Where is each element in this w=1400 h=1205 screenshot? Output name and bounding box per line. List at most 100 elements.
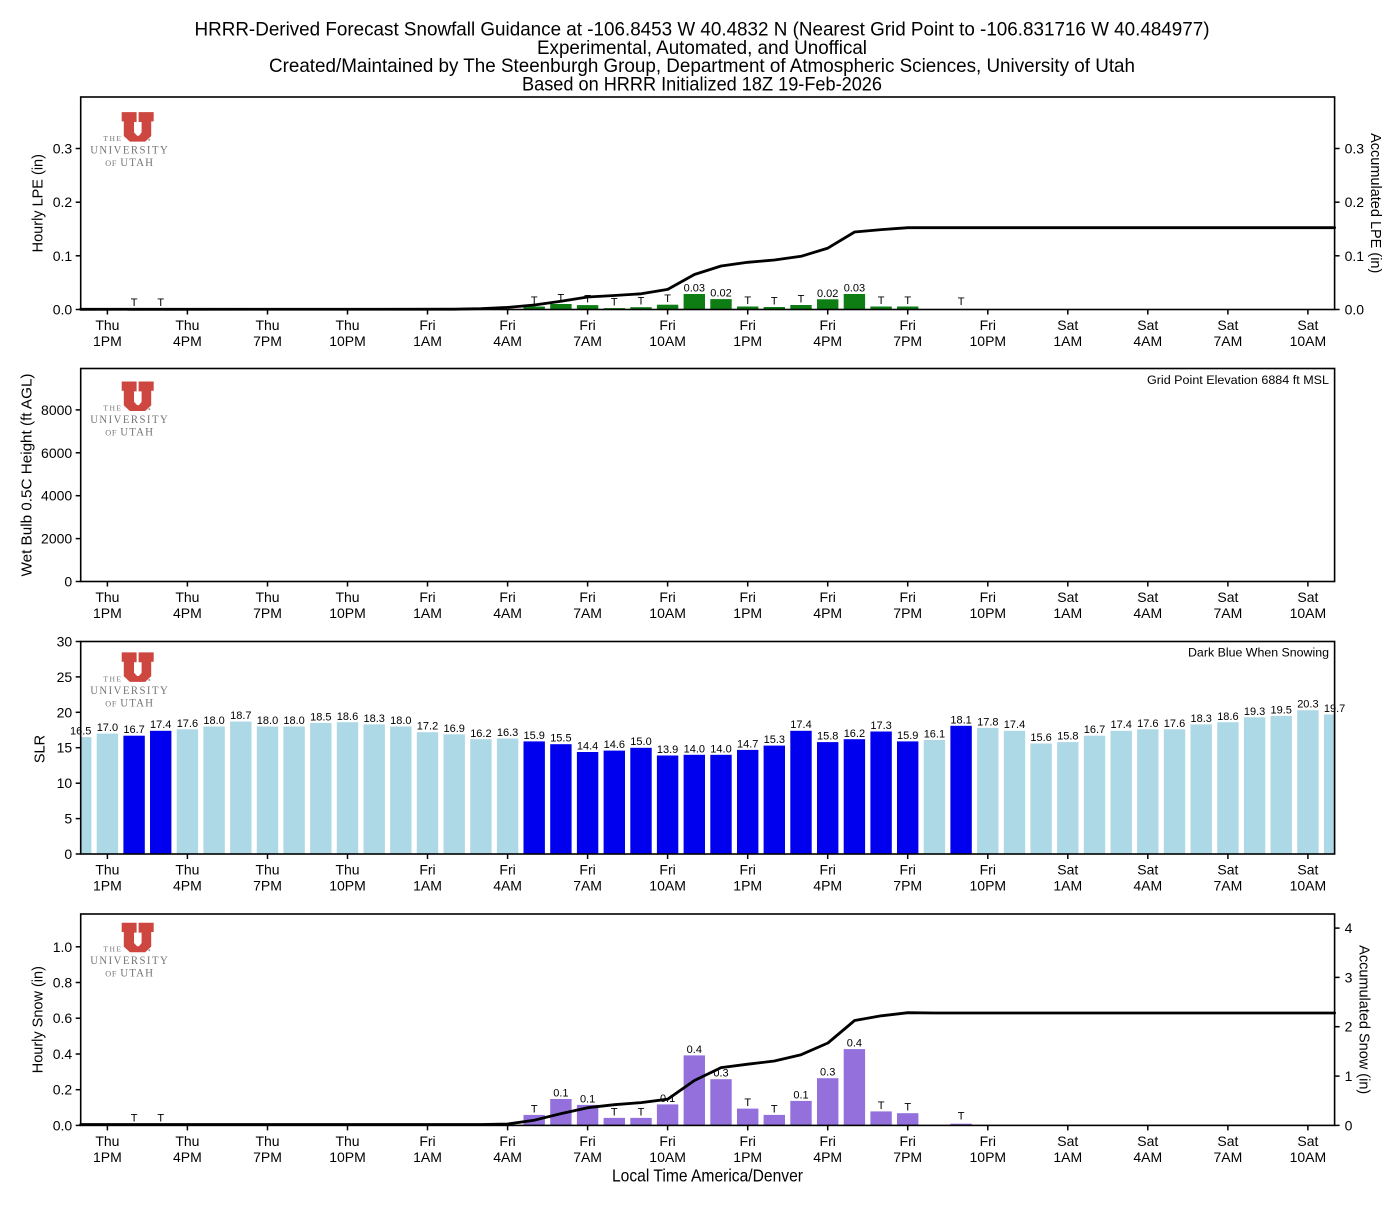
svg-text:10PM: 10PM xyxy=(329,605,366,621)
svg-text:Fri: Fri xyxy=(499,317,515,333)
svg-text:Fri: Fri xyxy=(419,589,435,605)
svg-text:Fri: Fri xyxy=(659,1133,675,1149)
svg-text:10AM: 10AM xyxy=(649,1149,686,1165)
svg-text:Thu: Thu xyxy=(175,862,199,878)
svg-text:17.6: 17.6 xyxy=(1137,718,1158,730)
svg-text:15.8: 15.8 xyxy=(1057,731,1078,743)
svg-text:4PM: 4PM xyxy=(813,333,842,349)
svg-text:3: 3 xyxy=(1345,969,1353,985)
svg-text:0.02: 0.02 xyxy=(710,288,731,300)
svg-text:Fri: Fri xyxy=(740,317,756,333)
svg-text:15.9: 15.9 xyxy=(897,730,918,742)
svg-text:1AM: 1AM xyxy=(413,605,442,621)
svg-text:Sat: Sat xyxy=(1217,317,1238,333)
svg-text:10PM: 10PM xyxy=(329,1149,366,1165)
svg-text:Fri: Fri xyxy=(980,1133,996,1149)
svg-text:Sat: Sat xyxy=(1297,589,1318,605)
svg-text:10AM: 10AM xyxy=(649,605,686,621)
svg-text:17.6: 17.6 xyxy=(177,718,198,730)
svg-text:Sat: Sat xyxy=(1057,317,1078,333)
svg-text:16.1: 16.1 xyxy=(924,729,945,741)
svg-text:T: T xyxy=(131,1113,138,1125)
svg-text:1PM: 1PM xyxy=(733,333,762,349)
svg-text:0.3: 0.3 xyxy=(820,1067,835,1079)
svg-text:Dark Blue When Snowing: Dark Blue When Snowing xyxy=(1188,646,1329,660)
svg-text:0.0: 0.0 xyxy=(53,1117,73,1133)
svg-text:T: T xyxy=(904,1102,911,1114)
svg-text:0.3: 0.3 xyxy=(1345,141,1365,157)
svg-text:T: T xyxy=(157,1113,164,1125)
svg-text:15.9: 15.9 xyxy=(523,730,544,742)
svg-text:0.03: 0.03 xyxy=(844,283,865,295)
svg-text:0.2: 0.2 xyxy=(1345,194,1365,210)
svg-text:Hourly Snow (in): Hourly Snow (in) xyxy=(31,966,47,1073)
svg-text:16.7: 16.7 xyxy=(1084,724,1105,736)
svg-text:0.1: 0.1 xyxy=(580,1093,595,1105)
svg-text:SLR: SLR xyxy=(33,735,49,763)
svg-text:T: T xyxy=(558,293,565,305)
svg-text:T: T xyxy=(878,295,885,307)
svg-text:Thu: Thu xyxy=(255,317,279,333)
svg-text:20.3: 20.3 xyxy=(1297,699,1318,711)
svg-text:16.3: 16.3 xyxy=(497,727,518,739)
svg-text:Fri: Fri xyxy=(900,1133,916,1149)
svg-text:10AM: 10AM xyxy=(1290,1149,1327,1165)
svg-text:Fri: Fri xyxy=(499,589,515,605)
svg-text:18.6: 18.6 xyxy=(1217,711,1238,723)
svg-text:T: T xyxy=(904,295,911,307)
svg-text:17.4: 17.4 xyxy=(150,719,171,731)
svg-text:10AM: 10AM xyxy=(1290,878,1327,894)
svg-text:Sat: Sat xyxy=(1297,317,1318,333)
svg-text:Fri: Fri xyxy=(740,1133,756,1149)
svg-text:T: T xyxy=(744,295,751,307)
svg-text:10PM: 10PM xyxy=(329,878,366,894)
svg-text:T: T xyxy=(157,297,164,309)
svg-text:Sat: Sat xyxy=(1057,862,1078,878)
svg-text:Thu: Thu xyxy=(175,589,199,605)
svg-text:16.2: 16.2 xyxy=(844,728,865,740)
svg-text:7PM: 7PM xyxy=(893,605,922,621)
svg-text:13.9: 13.9 xyxy=(657,744,678,756)
svg-text:0: 0 xyxy=(64,846,72,862)
svg-text:7PM: 7PM xyxy=(893,878,922,894)
svg-text:Thu: Thu xyxy=(95,862,119,878)
svg-text:4PM: 4PM xyxy=(813,1149,842,1165)
svg-text:Fri: Fri xyxy=(740,862,756,878)
svg-text:Fri: Fri xyxy=(659,589,675,605)
svg-text:Thu: Thu xyxy=(95,589,119,605)
svg-text:Fri: Fri xyxy=(419,862,435,878)
svg-text:15.6: 15.6 xyxy=(1030,732,1051,744)
svg-text:Thu: Thu xyxy=(255,862,279,878)
svg-text:Fri: Fri xyxy=(980,862,996,878)
svg-text:7PM: 7PM xyxy=(253,878,282,894)
svg-text:Thu: Thu xyxy=(95,317,119,333)
svg-text:Fri: Fri xyxy=(900,589,916,605)
svg-text:17.4: 17.4 xyxy=(1110,719,1131,731)
svg-text:18.0: 18.0 xyxy=(203,715,224,727)
svg-text:Fri: Fri xyxy=(499,1133,515,1149)
svg-text:0.02: 0.02 xyxy=(817,288,838,300)
svg-text:7AM: 7AM xyxy=(1214,333,1243,349)
svg-text:T: T xyxy=(611,297,618,309)
svg-text:17.2: 17.2 xyxy=(417,721,438,733)
svg-text:Sat: Sat xyxy=(1297,862,1318,878)
svg-text:15.0: 15.0 xyxy=(630,736,651,748)
svg-text:Fri: Fri xyxy=(419,1133,435,1149)
svg-text:0.4: 0.4 xyxy=(847,1038,862,1050)
svg-text:0.2: 0.2 xyxy=(53,1082,73,1098)
svg-text:17.4: 17.4 xyxy=(790,719,811,731)
svg-text:17.3: 17.3 xyxy=(870,720,891,732)
svg-text:4AM: 4AM xyxy=(493,1149,522,1165)
svg-text:0.6: 0.6 xyxy=(53,1010,73,1026)
svg-text:T: T xyxy=(531,295,538,307)
svg-text:4AM: 4AM xyxy=(1133,605,1162,621)
svg-text:Thu: Thu xyxy=(175,1133,199,1149)
svg-text:4AM: 4AM xyxy=(493,333,522,349)
svg-text:Based on HRRR Initialized 18Z: Based on HRRR Initialized 18Z 19-Feb-202… xyxy=(522,73,882,95)
svg-text:4AM: 4AM xyxy=(493,878,522,894)
svg-text:4PM: 4PM xyxy=(173,333,202,349)
svg-text:4000: 4000 xyxy=(41,488,72,504)
svg-text:4PM: 4PM xyxy=(173,605,202,621)
svg-text:18.1: 18.1 xyxy=(950,714,971,726)
svg-text:Accumulated Snow (in): Accumulated Snow (in) xyxy=(1356,945,1372,1094)
